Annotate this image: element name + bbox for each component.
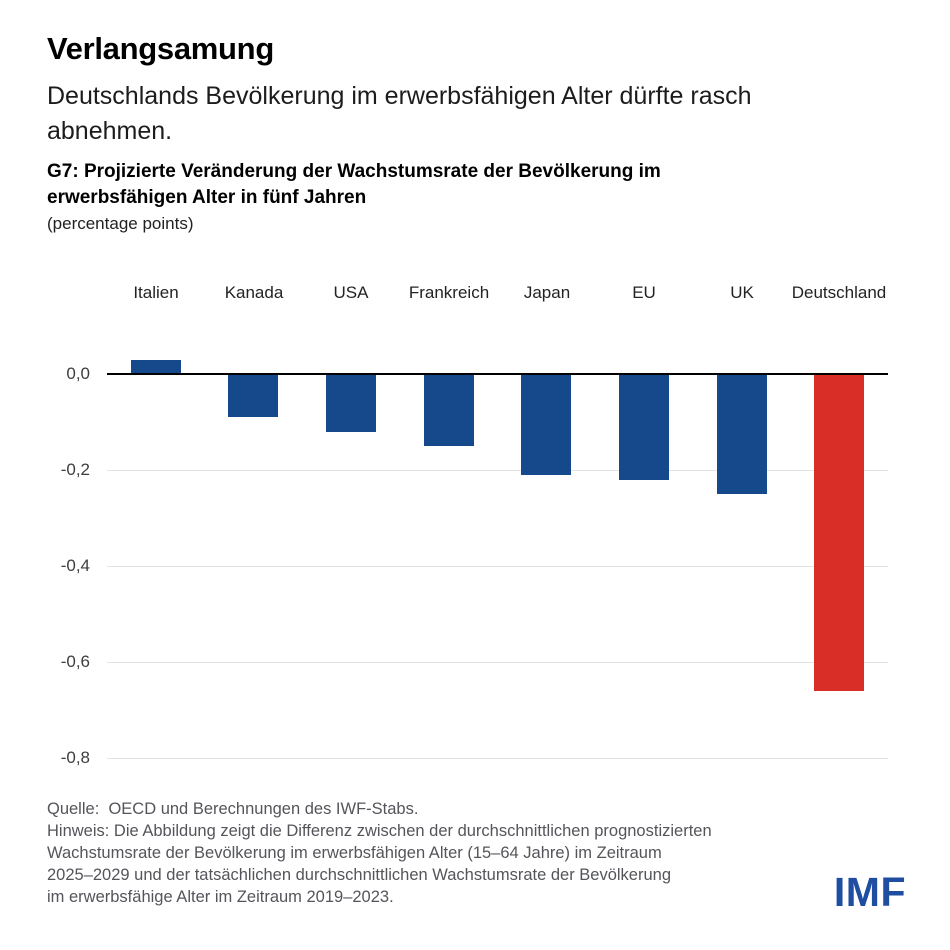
y-tick-label: -0,6 [60, 652, 90, 671]
page-title: Verlangsamung [47, 31, 274, 66]
category-label-eu: EU [632, 283, 656, 302]
category-label-italien: Italien [133, 283, 179, 302]
category-labels: Italien Kanada USA Frankreich Japan EU UK Deuts… [0, 283, 950, 305]
gridline [107, 566, 888, 567]
method-note: Hinweis: Die Abbildung zeigt die Differe… [47, 822, 712, 906]
category-label-deutschland: Deutschland [791, 283, 887, 302]
category-label-kanada: Kanada [224, 283, 284, 302]
bar-kanada [228, 374, 278, 417]
bar-frankreich [424, 374, 474, 446]
category-label-uk: UK [730, 283, 754, 302]
y-tick-label: -0,2 [60, 460, 90, 479]
gridline [107, 470, 888, 471]
unit-label: (percentage points) [47, 214, 194, 233]
figure-subtitle: Deutschlands Bevölkerung im erwerbsfähig… [47, 82, 752, 145]
zero-axis-line [107, 373, 888, 375]
category-label-usa: USA [333, 283, 369, 302]
bar-japan [521, 374, 571, 475]
bar-usa [326, 374, 376, 432]
category-label-japan: Japan [523, 283, 571, 302]
y-tick-label: 0,0 [66, 364, 90, 383]
category-label-frankreich: Frankreich [408, 283, 490, 302]
chart-title: G7: Projizierte Veränderung der Wachstum… [47, 161, 661, 208]
source-note: Quelle: OECD und Berechnungen des IWF-St… [47, 800, 419, 818]
bar-eu [619, 374, 669, 480]
imf-logo: IMF [833, 869, 906, 915]
bar-italien [131, 360, 181, 374]
y-tick-label: -0,8 [60, 748, 90, 767]
y-tick-label: -0,4 [60, 556, 90, 575]
bar-uk [717, 374, 767, 494]
gridline [107, 758, 888, 759]
bar-deutschland [814, 374, 864, 691]
gridline [107, 662, 888, 663]
